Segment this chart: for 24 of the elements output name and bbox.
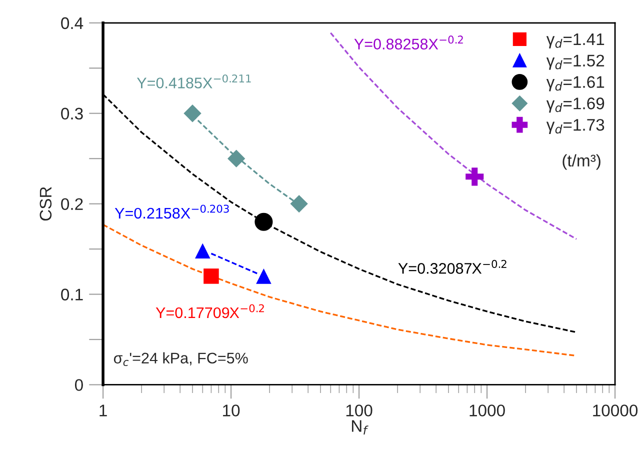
x-tick-label: 10 bbox=[223, 404, 240, 416]
y-tick-label: 0.1 bbox=[61, 288, 83, 300]
y-tick-label: 0 bbox=[74, 379, 83, 391]
legend-label: γ$_{d}$=1.52 bbox=[546, 54, 604, 70]
legend-label: γ$_{d}$=1.73 bbox=[546, 118, 604, 134]
y-axis-title: CSR bbox=[40, 186, 52, 221]
x-axis-title: N$_{f}$ bbox=[352, 420, 368, 434]
x-tick-label: 10000 bbox=[593, 404, 638, 416]
annotation: σ$_{c}$'=24 kPa, FC=5% bbox=[114, 352, 248, 366]
annotation: Y=0.17709X$^{−0.2}$ bbox=[156, 304, 264, 318]
annotation: Y=0.32087X$^{−0.2}$ bbox=[398, 260, 506, 274]
x-tick-label: 1000 bbox=[470, 404, 505, 416]
annotation: (t/m³) bbox=[562, 154, 600, 170]
y-tick-label: 0.3 bbox=[61, 108, 83, 120]
x-tick-label: 1 bbox=[100, 404, 107, 416]
annotation: Y=0.88258X$^{−0.2}$ bbox=[354, 36, 463, 50]
y-tick-label: 0.4 bbox=[61, 17, 84, 30]
annotation: Y=0.4185X$^{−0.211}$ bbox=[136, 74, 251, 88]
annotation: Y=0.2158X$^{−0.203}$ bbox=[114, 204, 229, 219]
x-tick-label: 100 bbox=[346, 404, 372, 416]
legend-label: γ$_{d}$=1.69 bbox=[546, 98, 604, 113]
legend-label: γ$_{d}$=1.61 bbox=[546, 76, 604, 92]
legend-label: γ$_{d}$=1.41 bbox=[546, 33, 604, 48]
y-tick-label: 0.2 bbox=[61, 198, 83, 210]
